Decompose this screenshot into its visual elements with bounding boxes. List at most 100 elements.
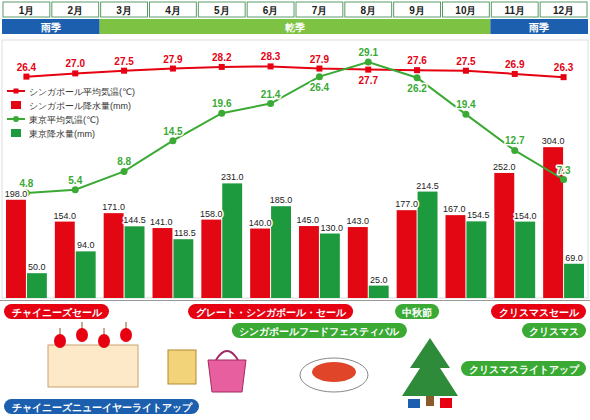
marker (316, 73, 323, 80)
separator (0, 300, 590, 301)
marker (463, 68, 469, 74)
marker (218, 110, 225, 117)
bar (299, 226, 319, 298)
bar (271, 206, 291, 298)
month-label: 5月 (214, 5, 230, 16)
month-label: 12月 (553, 5, 574, 16)
legend-swatch (11, 101, 21, 109)
legend-background (4, 84, 138, 144)
legend: シンガポール平均気温(℃)シンガポール降水量(mm)東京平均気温(℃)東京降水量… (4, 84, 138, 144)
annotation: クリスマス (522, 323, 586, 338)
bar-label: 69.0 (565, 253, 583, 263)
annotation-label: グレート・シンガポール・セール (196, 307, 347, 318)
line-label: 28.3 (261, 51, 281, 62)
decoration (48, 345, 138, 387)
bar (397, 210, 417, 298)
decoration (426, 396, 434, 406)
annotation-label: 中秋節 (402, 307, 432, 318)
marker (414, 74, 421, 81)
line-label: 19.4 (456, 99, 476, 110)
season-label: 雨季 (528, 22, 550, 33)
marker (462, 111, 469, 118)
month-label: 10月 (455, 5, 476, 16)
annotation: 中秋節 (395, 304, 439, 319)
annotation-pill (188, 304, 353, 319)
annotation-pill (395, 304, 439, 319)
bar-label: 304.0 (542, 136, 565, 146)
line-label: 26.4 (17, 62, 37, 73)
bar (27, 273, 47, 298)
bar (153, 228, 173, 298)
annotation-pill (4, 304, 109, 319)
bar (320, 234, 340, 299)
decoration (54, 334, 66, 348)
legend-swatch (14, 89, 19, 94)
bar (173, 239, 193, 298)
bar-label: 25.0 (370, 275, 388, 285)
marker (365, 67, 371, 73)
season-label: 雨季 (40, 22, 62, 33)
marker (72, 70, 78, 76)
annotation: グレート・シンガポール・セール (188, 304, 353, 319)
bar-label: 252.0 (493, 162, 516, 172)
bar (201, 220, 221, 298)
marker (170, 66, 176, 72)
decoration (300, 358, 368, 392)
month-cell (540, 2, 587, 17)
legend-label: シンガポール平均気温(℃) (29, 87, 135, 97)
season-band (2, 19, 100, 34)
month-label: 11月 (504, 5, 525, 16)
month-label: 4月 (165, 5, 181, 16)
month-cell (150, 2, 197, 17)
legend-label: 東京降水量(mm) (29, 129, 95, 139)
month-cell (101, 2, 148, 17)
month-label: 9月 (409, 5, 425, 16)
bar-label: 144.5 (123, 215, 146, 225)
marks (6, 59, 584, 298)
bar-label: 177.0 (395, 199, 418, 209)
bar-label: 94.0 (77, 240, 95, 250)
season-band (100, 19, 491, 34)
line-label: 21.4 (261, 89, 281, 100)
bar-label: 158.0 (200, 209, 223, 219)
month-cell (198, 2, 245, 17)
line-label: 27.7 (359, 75, 379, 86)
month-cell (3, 2, 50, 17)
annotation: クリスマスライトアップ (461, 361, 586, 376)
marker (72, 186, 79, 193)
decoration (312, 362, 356, 382)
marker (219, 64, 225, 70)
line-label: 29.1 (359, 47, 379, 58)
annotation-label: シンガポールフードフェスティバル (239, 326, 400, 337)
month-header: 1月2月3月4月5月6月7月8月9月10月11月12月 (3, 2, 587, 17)
marker (169, 137, 176, 144)
line-label: 26.3 (554, 62, 574, 73)
season-band (490, 19, 588, 34)
bar (418, 192, 438, 298)
line-label: 27.9 (310, 54, 330, 65)
bar-label: 198.0 (5, 189, 28, 199)
chart-root: 1月2月3月4月5月6月7月8月9月10月11月12月雨季乾季雨季198.050… (0, 0, 590, 420)
data-labels: 198.050.0154.094.0171.0144.5141.0118.515… (5, 47, 583, 285)
bar-label: 143.0 (347, 216, 370, 226)
annotation-pill (461, 361, 586, 376)
bar-label: 141.0 (150, 217, 173, 227)
background (0, 0, 590, 420)
month-label: 2月 (67, 5, 83, 16)
decoration (440, 398, 452, 408)
annotation-pill (4, 399, 199, 414)
marker (121, 68, 127, 74)
line-label: 8.8 (117, 156, 131, 167)
month-label: 3月 (116, 5, 132, 16)
bar (55, 222, 75, 298)
decoration (76, 328, 88, 342)
annotation-label: クリスマスライトアップ (469, 364, 580, 375)
line-label: 26.9 (505, 59, 525, 70)
decoration (120, 328, 132, 342)
bar-label: 145.0 (296, 215, 319, 225)
bar-label: 167.0 (443, 204, 466, 214)
bar-label: 214.5 (416, 181, 439, 191)
bar (466, 221, 486, 298)
month-cell (491, 2, 538, 17)
plot-frame (2, 40, 588, 298)
